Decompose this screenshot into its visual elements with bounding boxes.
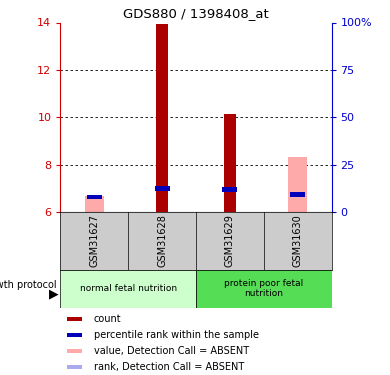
Text: growth protocol: growth protocol bbox=[0, 280, 57, 290]
Bar bbox=[155, 186, 170, 191]
Text: count: count bbox=[94, 314, 121, 324]
Bar bbox=[87, 195, 102, 199]
Text: ▶: ▶ bbox=[49, 288, 58, 301]
Bar bbox=[85, 196, 104, 212]
Text: GSM31629: GSM31629 bbox=[225, 214, 235, 267]
Bar bbox=[60, 270, 196, 308]
Text: normal fetal nutrition: normal fetal nutrition bbox=[80, 284, 177, 293]
Bar bbox=[156, 24, 168, 212]
Text: GSM31628: GSM31628 bbox=[157, 214, 167, 267]
Bar bbox=[67, 317, 82, 321]
Text: percentile rank within the sample: percentile rank within the sample bbox=[94, 330, 259, 340]
Bar bbox=[222, 188, 237, 192]
Bar bbox=[67, 349, 82, 353]
Text: rank, Detection Call = ABSENT: rank, Detection Call = ABSENT bbox=[94, 362, 244, 372]
Bar bbox=[290, 192, 305, 197]
Bar bbox=[224, 114, 236, 212]
Bar bbox=[288, 158, 307, 212]
Bar bbox=[196, 270, 332, 308]
Bar bbox=[67, 365, 82, 369]
Text: GSM31630: GSM31630 bbox=[292, 214, 303, 267]
Text: protein poor fetal
nutrition: protein poor fetal nutrition bbox=[224, 279, 303, 298]
Bar bbox=[67, 333, 82, 337]
Text: GSM31627: GSM31627 bbox=[89, 214, 99, 267]
Text: value, Detection Call = ABSENT: value, Detection Call = ABSENT bbox=[94, 346, 249, 356]
Title: GDS880 / 1398408_at: GDS880 / 1398408_at bbox=[123, 7, 269, 20]
